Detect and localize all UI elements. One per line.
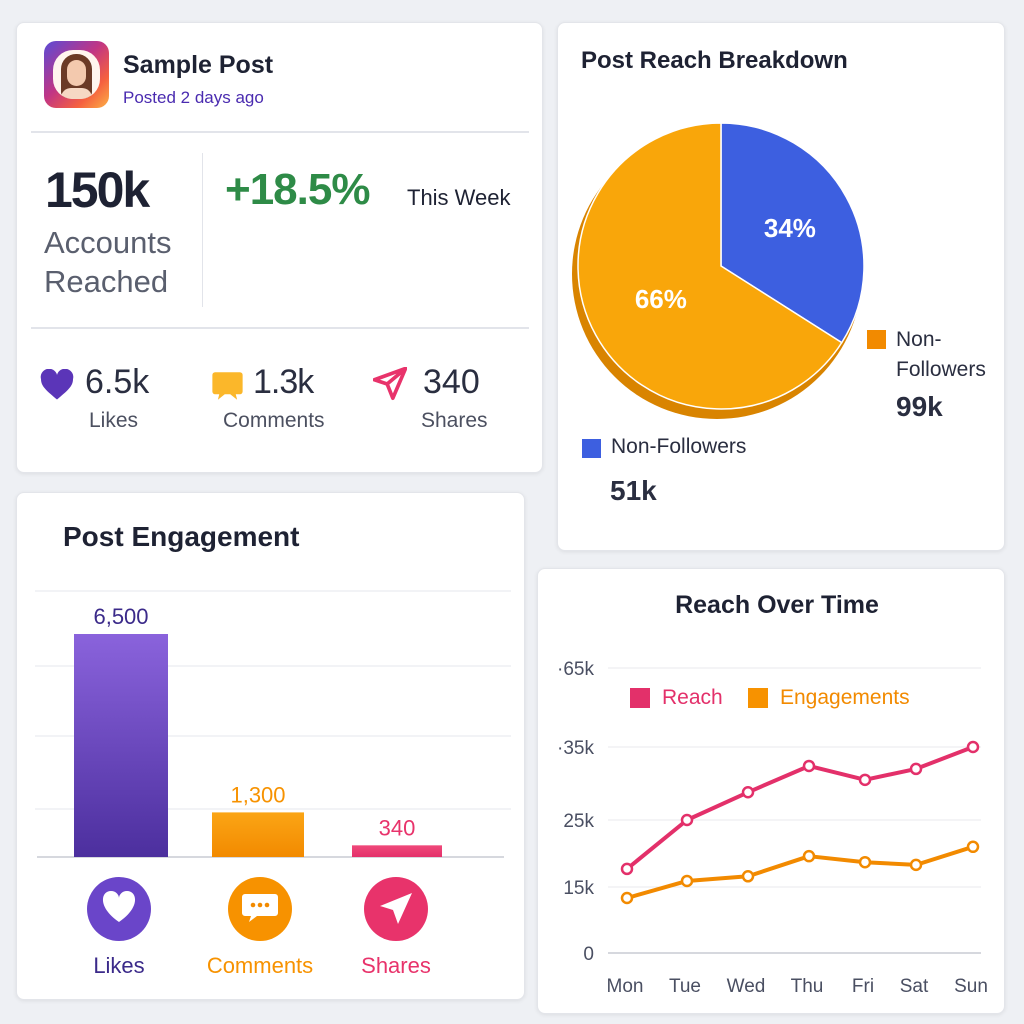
growth-value: +18.5% bbox=[225, 165, 370, 214]
shares-label: Shares bbox=[421, 409, 488, 432]
legend-engagements-swatch bbox=[748, 688, 768, 708]
comment-dot bbox=[257, 902, 263, 908]
line-chart: 0 15k 25k ·35k ·65k Mon Tue Wed Thu Fri Sat Sun bbox=[557, 659, 988, 997]
y-tick-label: ·35k bbox=[557, 738, 594, 759]
reach-over-time-card: Reach Over Time Reach Engagements 0 15k 25… bbox=[537, 568, 1005, 1014]
legend-blue-label: Non-Followers bbox=[611, 435, 747, 458]
reach-breakdown-card: Post Reach Breakdown 34% 66% Non- Followe… bbox=[557, 22, 1005, 551]
y-tick-label: 0 bbox=[583, 944, 594, 965]
legend-reach-label: Reach bbox=[662, 686, 723, 709]
likes-label: Likes bbox=[89, 409, 139, 432]
pie-title: Post Reach Breakdown bbox=[581, 47, 848, 74]
data-point bbox=[802, 849, 816, 863]
post-avatar bbox=[44, 41, 109, 108]
legend-reach-swatch bbox=[630, 688, 650, 708]
y-tick-label: 15k bbox=[563, 878, 594, 899]
comments-label: Comments bbox=[223, 409, 325, 432]
data-point bbox=[620, 862, 634, 876]
data-point bbox=[620, 891, 634, 905]
comments-value: 1.3k bbox=[253, 363, 314, 401]
legend-reach: Reach bbox=[630, 686, 723, 710]
heart-glyph bbox=[102, 891, 136, 922]
line-chart-title: Reach Over Time bbox=[675, 591, 879, 619]
reach-label-line-2: Reached bbox=[44, 264, 169, 299]
data-point bbox=[858, 773, 872, 787]
post-engagement-card: Post Engagement 6,500 Likes 1,300 Comments 3… bbox=[16, 492, 525, 1000]
bar-likes bbox=[74, 634, 168, 857]
bar-chart-title: Post Engagement bbox=[63, 521, 300, 552]
reach-label: Accounts Reached bbox=[44, 223, 172, 301]
bar-value-label: 1,300 bbox=[230, 782, 285, 807]
legend-engagements: Engagements bbox=[748, 686, 910, 710]
vertical-divider bbox=[202, 153, 203, 307]
stat-likes: 6.5k Likes bbox=[39, 363, 189, 443]
x-tick-label: Sat bbox=[900, 976, 929, 997]
data-point bbox=[680, 813, 694, 827]
divider bbox=[31, 131, 529, 133]
x-tick-label: Tue bbox=[669, 976, 701, 997]
x-tick-label: Fri bbox=[852, 976, 874, 997]
legend-orange-line-1: Non- bbox=[896, 328, 942, 351]
legend-orange-label: Non- Followers bbox=[896, 325, 986, 385]
heart-icon bbox=[40, 369, 74, 400]
data-point bbox=[909, 762, 923, 776]
data-point bbox=[802, 759, 816, 773]
divider bbox=[31, 327, 529, 329]
data-point bbox=[966, 840, 980, 854]
x-tick-label: Mon bbox=[607, 976, 644, 997]
growth-period: This Week bbox=[407, 185, 511, 210]
pie-slice-label: 66% bbox=[635, 284, 687, 314]
legend-engagements-label: Engagements bbox=[780, 686, 910, 709]
bar-chart: 6,500 Likes 1,300 Comments 340 Shares bbox=[35, 590, 511, 978]
legend-blue-swatch bbox=[582, 439, 601, 458]
legend-orange-line-2: Followers bbox=[896, 358, 986, 381]
series-line-reach bbox=[625, 745, 974, 871]
bar-comments bbox=[212, 812, 304, 857]
data-point bbox=[909, 858, 923, 872]
x-tick-label: Sun bbox=[954, 976, 988, 997]
stat-shares: 340 Shares bbox=[373, 363, 533, 443]
post-summary-card: Sample Post Posted 2 days ago 150k Accou… bbox=[16, 22, 543, 473]
pie-chart: 34% 66% bbox=[572, 122, 865, 419]
bar-shares bbox=[352, 845, 442, 857]
reach-label-line-1: Accounts bbox=[44, 225, 172, 260]
paper-plane-icon bbox=[373, 367, 407, 401]
bar-category-label: Comments bbox=[207, 953, 313, 978]
y-tick-label: ·65k bbox=[557, 659, 594, 680]
legend-orange-total: 99k bbox=[896, 391, 943, 422]
data-point bbox=[741, 870, 755, 883]
post-title: Sample Post bbox=[123, 51, 274, 79]
legend-orange-swatch bbox=[867, 330, 886, 349]
legend-blue-total: 51k bbox=[610, 475, 657, 506]
data-point bbox=[858, 855, 872, 869]
likes-value: 6.5k bbox=[85, 363, 150, 401]
data-point bbox=[680, 874, 694, 888]
bar-category-label: Likes bbox=[93, 953, 144, 978]
pie-slice-label: 34% bbox=[764, 213, 816, 243]
comment-glyph bbox=[242, 894, 278, 922]
stat-comments: 1.3k Comments bbox=[211, 363, 371, 443]
bar-category-label: Shares bbox=[361, 953, 431, 978]
x-tick-label: Wed bbox=[727, 976, 766, 997]
pie-slice bbox=[577, 122, 843, 410]
data-point bbox=[966, 740, 980, 754]
comment-icon bbox=[212, 372, 243, 400]
shares-value: 340 bbox=[423, 363, 480, 401]
pie-slice bbox=[720, 122, 865, 344]
bar-value-label: 340 bbox=[379, 815, 416, 840]
bar-value-label: 6,500 bbox=[93, 604, 148, 629]
post-timestamp: Posted 2 days ago bbox=[123, 88, 264, 107]
y-tick-label: 25k bbox=[563, 811, 594, 832]
series-line-engagements bbox=[626, 844, 974, 900]
reach-value: 150k bbox=[45, 162, 150, 218]
x-tick-label: Thu bbox=[791, 976, 824, 997]
paper-plane-glyph bbox=[380, 893, 412, 924]
data-point bbox=[741, 786, 755, 799]
comment-dot bbox=[250, 902, 256, 908]
comment-dot bbox=[264, 902, 270, 908]
